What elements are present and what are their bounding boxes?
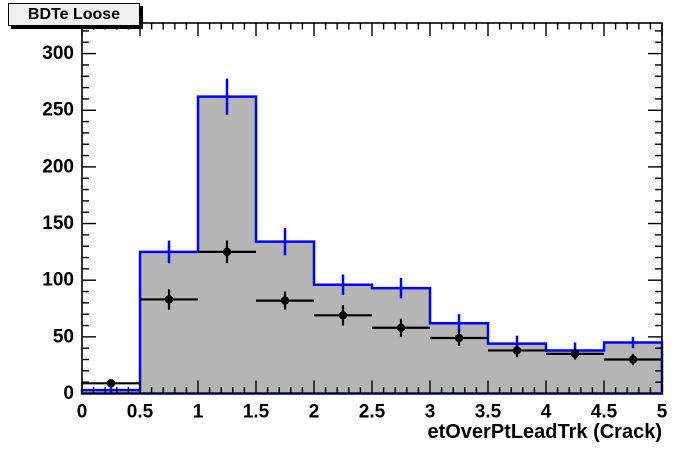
data-points-series [82,240,662,388]
svg-text:0: 0 [63,383,74,404]
svg-text:4.5: 4.5 [591,402,618,423]
svg-text:2: 2 [309,402,320,423]
svg-text:50: 50 [53,326,74,347]
mc-histogram [80,95,664,395]
plot-frame-border [81,22,663,395]
svg-text:2.5: 2.5 [359,402,386,423]
svg-text:100: 100 [42,270,74,291]
svg-text:1.5: 1.5 [243,402,270,423]
x-axis-title: etOverPtLeadTrk (Crack) [427,421,662,443]
plot-title: BDTe Loose [27,5,121,23]
svg-text:250: 250 [42,100,74,121]
svg-text:0: 0 [77,402,88,423]
x-axis: 0 0.5 1 1.5 2 2.5 3 3.5 4 4.5 5 [77,23,668,423]
svg-text:3.5: 3.5 [475,402,502,423]
svg-text:5: 5 [657,402,668,423]
svg-text:300: 300 [42,43,74,64]
title-box: BDTe Loose [8,3,140,26]
svg-text:3: 3 [425,402,436,423]
svg-text:1: 1 [193,402,204,423]
y-axis: 0 50 100 150 200 250 300 [42,30,662,404]
svg-text:150: 150 [42,213,74,234]
svg-text:4: 4 [541,402,552,423]
svg-text:0.5: 0.5 [127,402,154,423]
svg-text:200: 200 [42,156,74,177]
